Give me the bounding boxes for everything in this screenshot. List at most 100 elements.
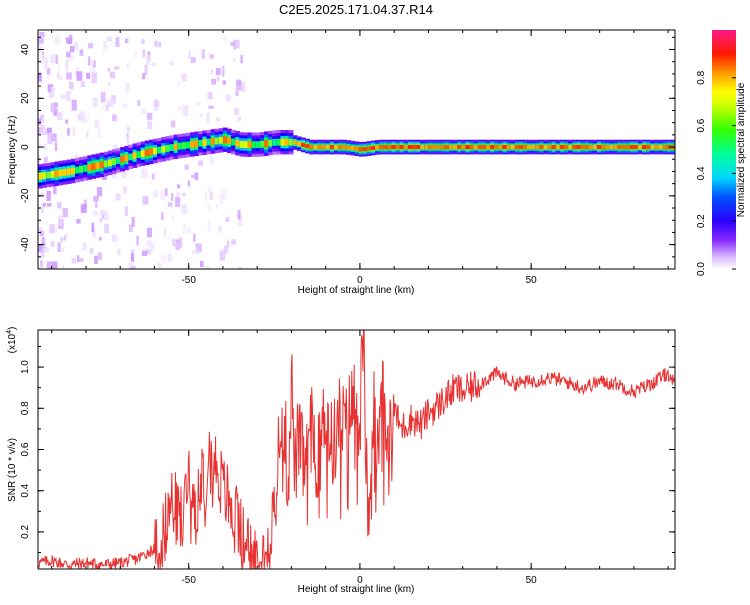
spectrogram-noise-cell <box>151 173 155 180</box>
spectrogram-noise-cell <box>131 216 135 228</box>
spectrogram-ridge-cell <box>502 145 508 150</box>
spectrogram-noise-cell <box>190 57 196 64</box>
spectrogram-noise-cell <box>108 99 114 108</box>
spectrogram-ridge-cell <box>391 145 397 150</box>
spectrogram-noise-cell <box>90 68 96 74</box>
spectrogram-ridge-cell <box>646 145 652 150</box>
spectrogram-ridge-cell <box>428 145 434 150</box>
spectrogram-ridge-cell <box>592 145 598 150</box>
snr-panel: -50 0 50 0.2 0.4 0.6 0.8 1.0 Height of straight… <box>6 327 676 595</box>
spectrogram-ridge-cell <box>321 145 327 150</box>
spectrogram-ridge-cell <box>440 145 446 150</box>
spectrogram-noise-cell <box>71 99 77 111</box>
spectrogram-noise-cell <box>237 116 242 121</box>
spectrogram-ridge-cell <box>473 145 479 150</box>
spectrogram-noise-cell <box>176 192 180 199</box>
spectrogram-ridge-cell <box>588 145 594 150</box>
spectrogram-ridge-cell <box>62 169 68 176</box>
spectrogram-noise-cell <box>39 53 44 65</box>
spectrogram-noise-cell <box>94 199 98 208</box>
spectrogram-noise-cell <box>50 241 55 247</box>
spectrogram-noise-cell <box>184 164 189 171</box>
spectrogram-ridge-cell <box>280 138 286 146</box>
spectrogram-noise-cell <box>67 127 70 136</box>
spectrogram-noise-cell <box>57 111 63 121</box>
spectrogram-noise-cell <box>46 127 52 133</box>
spectrogram-ridge-cell <box>140 150 146 158</box>
chart-title: C2E5.2025.171.04.37.R14 <box>279 2 433 17</box>
spectrogram-noise-cell <box>237 210 241 220</box>
spectrogram-ridge-cell <box>87 164 93 171</box>
spectrogram-noise-cell <box>83 199 87 208</box>
spectrogram-ridge-cell <box>111 158 117 166</box>
spectrogram-ridge-cell <box>522 145 528 150</box>
spectrogram-noise-cell <box>111 234 118 243</box>
spectrogram-noise-cell <box>169 61 174 66</box>
snr-y-axis-label: SNR (10 * v/v) <box>7 438 18 502</box>
spectrogram-noise-cell <box>57 65 60 76</box>
spectrogram-noise-cell <box>81 112 87 123</box>
spectrogram-noise-cell <box>235 90 239 97</box>
spectrogram-ridge-cell <box>268 139 273 147</box>
spectrogram-ridge-cell <box>518 145 524 150</box>
spectrogram-noise-cell <box>164 188 168 196</box>
spectrogram-noise-cell <box>77 258 84 262</box>
spectrogram-ridge-cell <box>190 141 195 148</box>
spectrogram-ridge-cell <box>79 165 84 173</box>
spectrogram-noise-cell <box>99 209 106 215</box>
spectrogram-noise-cell <box>237 80 241 86</box>
spectrogram-noise-cell <box>167 253 172 262</box>
spectrogram-noise-cell <box>207 220 211 232</box>
spectrogram-ridge-cell <box>227 137 232 145</box>
spectrogram-ridge-cell <box>255 141 261 149</box>
spectrogram-x-axis-label: Height of straight line (km) <box>298 285 415 296</box>
spectrogram-ridge-cell <box>395 145 401 150</box>
spectrogram-noise-cell <box>50 103 57 113</box>
spectrogram-noise-cell <box>46 203 52 207</box>
spectrogram-noise-cell <box>87 56 91 66</box>
spectrogram-noise-cell <box>181 73 187 82</box>
spectrogram-noise-cell <box>51 133 57 142</box>
spectrogram-noise-cell <box>88 43 94 49</box>
spectrogram-noise-cell <box>232 57 236 62</box>
spectrogram-ridge-cell <box>601 145 606 150</box>
snr-series-line <box>38 330 675 569</box>
spectrogram-ridge-cell <box>350 146 356 151</box>
spectrogram-noise-cell <box>160 190 166 200</box>
spectrogram-noise-cell <box>122 103 128 108</box>
spectrogram-noise-cell <box>69 81 74 90</box>
spectrogram-ridge-cell <box>46 171 52 179</box>
colorbar-tick-label: 0.6 <box>696 118 707 132</box>
spectrogram-noise-cell <box>102 101 106 111</box>
spectrogram-noise-cell <box>205 266 210 269</box>
spectrogram-ridge-cell <box>481 145 487 150</box>
spectrogram-noise-cell <box>205 191 208 203</box>
spectrogram-noise-cell <box>96 187 103 197</box>
spectrogram-ridge-cell <box>469 145 475 150</box>
spectrogram-ticks: -50 0 50 -40 -20 0 20 40 <box>20 30 675 286</box>
spectrogram-noise-cell <box>161 211 164 221</box>
spectrogram-ridge-cell <box>338 145 343 150</box>
spectrogram-noise-cell <box>56 73 60 78</box>
colorbar-tick-label: 0.2 <box>696 214 707 228</box>
spectrogram-noise-cell <box>86 131 89 138</box>
spectrogram-noise-cell <box>221 189 227 198</box>
spectrogram-noise-cell <box>222 65 225 77</box>
spectrogram-noise-cell <box>242 86 246 91</box>
spectrogram-noise-cell <box>38 118 42 125</box>
spectrogram-noise-cell <box>181 204 187 214</box>
spectrogram-noise-cell <box>46 190 51 201</box>
spectrogram-noise-cell <box>129 266 136 269</box>
spectrogram-ridge-cell <box>235 139 241 147</box>
spectrogram-ridge-cell <box>70 167 76 175</box>
spectrogram-noise-cell <box>94 255 98 264</box>
spectrogram-ridge-cell <box>157 146 162 154</box>
spectrogram-noise-cell <box>40 114 45 121</box>
spectrogram-noise-cell <box>217 225 222 233</box>
spectrogram-frame <box>37 29 676 270</box>
spectrogram-ridge-cell <box>218 136 224 144</box>
spectrogram-ridge-cell <box>559 145 565 150</box>
spectrogram-ridge-cell <box>547 145 553 150</box>
snr-xtick-label: -50 <box>181 575 196 586</box>
spectrogram-ridge-cell <box>584 145 590 150</box>
